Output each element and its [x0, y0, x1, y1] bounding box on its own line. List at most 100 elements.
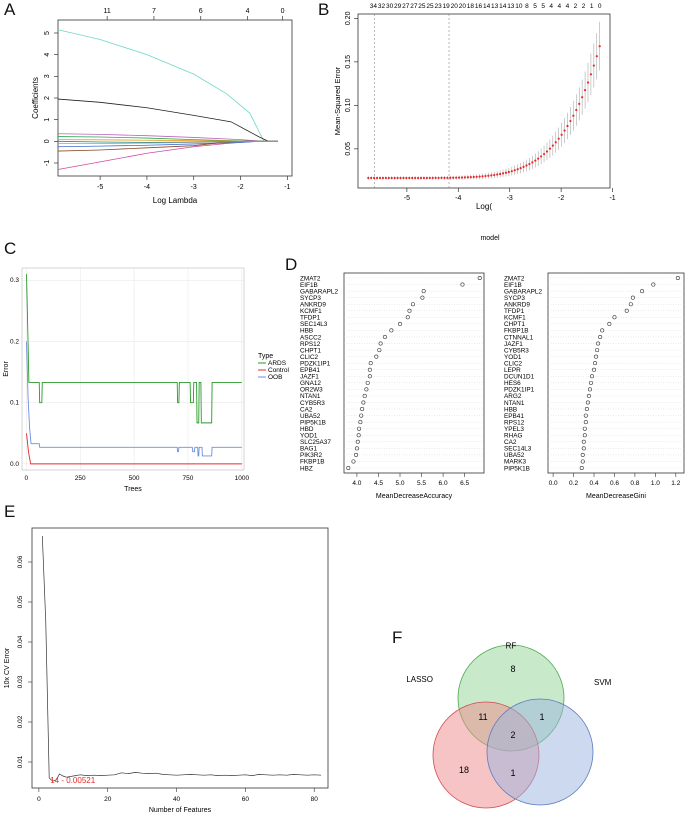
venn-label-rf: RF — [506, 642, 517, 651]
chart-d-point — [582, 433, 587, 438]
chart-c-xtick-label: 0 — [24, 475, 28, 482]
chart-b-vlines — [374, 14, 450, 188]
chart-b-point — [478, 175, 481, 178]
chart-d-gene-label: GABARAPL2 — [300, 288, 338, 295]
chart-d-point — [580, 452, 585, 457]
chart-a-ytick-label: 0 — [44, 139, 51, 143]
chart-c-ytick-label: 0.3 — [10, 277, 19, 284]
chart-c-ylabel: Error — [3, 361, 10, 377]
chart-d-gene-label: YOD1 — [300, 433, 318, 440]
chart-d-xtick-label: 0.4 — [589, 480, 598, 487]
chart-e-ytick-label: 0.01 — [17, 755, 24, 768]
chart-b-point — [434, 176, 437, 180]
chart-d-gene-label: RPS12 — [300, 341, 321, 348]
chart-b-point — [457, 176, 461, 179]
chart-d-gene-label: EIF1B — [300, 282, 318, 289]
chart-d-gene-label: ASCC2 — [300, 334, 322, 341]
chart-d-point — [581, 439, 586, 444]
chart-b-point — [416, 176, 420, 180]
chart-b-point — [405, 176, 408, 180]
chart-b-point — [540, 155, 543, 158]
chart-c-xtick-label: 750 — [183, 475, 194, 482]
chart-b-point — [422, 176, 426, 180]
chart-d-point — [378, 341, 383, 346]
chart-b-point — [411, 176, 414, 180]
chart-b-point — [472, 175, 475, 179]
chart-c-ytick-label: 0.0 — [10, 461, 19, 468]
chart-d-gene-label: HBB — [504, 406, 517, 413]
chart-b-top-label: 8 — [525, 3, 529, 10]
chart-b-point — [548, 147, 552, 150]
chart-a-lines — [57, 29, 278, 170]
chart-c-xtick-label: 1000 — [235, 475, 250, 482]
chart-d-gene-label: PIP5K1B — [300, 419, 326, 426]
chart-d-point — [354, 446, 359, 451]
chart-a-xtick-label: -1 — [284, 184, 290, 191]
chart-b-point — [449, 176, 452, 179]
chart-b-points — [367, 21, 601, 180]
chart-d-right-xlabel: MeanDecreaseGini — [586, 493, 646, 500]
chart-d-gene-label: GABARAPL2 — [504, 288, 542, 295]
chart-d-point — [630, 295, 635, 300]
chart-d-point — [584, 407, 589, 412]
chart-c-xlabel: Trees — [124, 486, 142, 493]
chart-a-series-9 — [58, 140, 278, 144]
chart-c-lines — [26, 274, 242, 465]
chart-e-annotation: 14 - 0.00521 — [50, 776, 95, 785]
chart-b-top-label: 34 — [370, 3, 378, 10]
chart-c-ytick-label: 0.2 — [10, 338, 19, 345]
chart-d-point — [374, 354, 379, 359]
chart-b-point — [578, 102, 581, 105]
chart-b-point — [437, 176, 440, 180]
chart-b-point — [414, 176, 417, 180]
chart-d-point — [640, 289, 645, 294]
chart-b-point — [501, 172, 505, 175]
chart-b-under-label: model — [480, 235, 500, 242]
chart-b-ytick-label: 0.05 — [345, 142, 352, 156]
chart-d-xtick-label: 1.2 — [671, 480, 680, 487]
chart-d-gene-label: CYB5R3 — [504, 347, 529, 354]
chart-d-xtick-label: 0.8 — [630, 480, 639, 487]
chart-b-top-label: 13 — [491, 3, 499, 10]
chart-b-point — [534, 159, 537, 162]
chart-b-point — [387, 176, 390, 180]
chart-e-xtick-label: 20 — [104, 796, 112, 803]
chart-d-xtick-label: 0.2 — [569, 480, 578, 487]
chart-b-top-label: 27 — [410, 3, 418, 10]
chart-d-point — [588, 380, 593, 385]
chart-a-series-2 — [57, 140, 278, 170]
chart-b-point — [531, 161, 534, 164]
chart-b-point — [572, 114, 575, 117]
chart-b-point — [487, 174, 490, 177]
chart-d-gene-label: GNA12 — [300, 380, 321, 387]
chart-b-top-label: 19 — [443, 3, 451, 10]
chart-a-x-ticks: -5 -4 -3 -2 -1 — [97, 176, 291, 191]
chart-d-gene-label: RHAG — [504, 433, 522, 440]
chart-b-xtick-label: -1 — [609, 195, 615, 202]
chart-b-point — [384, 176, 387, 180]
chart-c-series-control — [26, 433, 242, 465]
chart-b-point — [504, 171, 508, 174]
chart-d-point — [356, 433, 361, 438]
chart-b-top-label: 30 — [386, 3, 394, 10]
chart-d-point — [596, 341, 601, 346]
chart-a-ytick-label: -1 — [44, 160, 51, 166]
chart-b-point — [396, 176, 399, 180]
chart-c-ytick-label: 0.1 — [10, 400, 19, 407]
panel-label-a: A — [4, 0, 16, 19]
panel-label-c: C — [4, 239, 17, 258]
chart-b-point — [507, 170, 511, 174]
chart-e-xtick-label: 40 — [173, 796, 181, 803]
chart-d-point — [360, 407, 365, 412]
chart-b-top-label: 4 — [566, 3, 570, 10]
chart-b-point — [460, 176, 464, 179]
chart-d-gene-label: YPEL3 — [504, 426, 524, 433]
chart-d-gene-label: ARG2 — [504, 393, 522, 400]
chart-a-xtick-label: -3 — [191, 184, 197, 191]
chart-e-ytick-label: 0.06 — [17, 555, 24, 568]
chart-a-ytick-label: 1 — [44, 118, 51, 122]
chart-d-left-box — [343, 272, 485, 474]
chart-a-xtick-label: -4 — [144, 184, 150, 191]
chart-b-point — [419, 176, 423, 180]
